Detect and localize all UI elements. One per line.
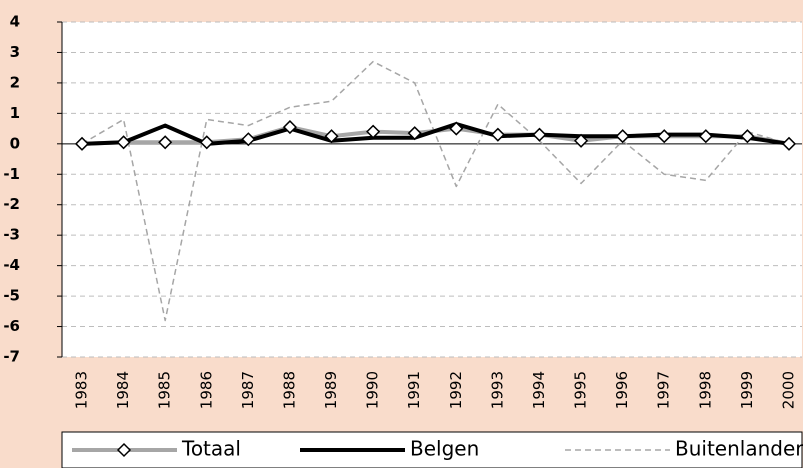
plot-area xyxy=(62,22,802,357)
y-tick-label: 4 xyxy=(10,13,20,31)
y-tick-label: -5 xyxy=(3,287,20,305)
marker xyxy=(573,133,589,148)
x-tick-label: 1988 xyxy=(280,371,298,409)
y-tick-label: 3 xyxy=(10,43,20,61)
x-tick-label: 1983 xyxy=(73,371,91,409)
x-tick-label: 1995 xyxy=(572,371,590,409)
marker xyxy=(366,124,381,139)
marker xyxy=(116,135,131,150)
x-tick-label: 1984 xyxy=(114,371,132,409)
y-tick-label: -6 xyxy=(3,317,20,335)
x-tick-label: 1997 xyxy=(655,371,673,409)
x-tick-label: 1998 xyxy=(696,371,714,409)
x-tick-label: 1992 xyxy=(447,371,465,409)
marker xyxy=(74,136,90,151)
x-tick-label: 1989 xyxy=(322,371,340,409)
marker xyxy=(449,121,464,136)
marker xyxy=(532,127,547,142)
x-tick-label: 1994 xyxy=(530,371,548,409)
y-tick-label: 0 xyxy=(10,134,20,152)
marker xyxy=(740,129,755,144)
marker xyxy=(324,129,339,144)
marker xyxy=(407,126,422,141)
legend-label: Totaal xyxy=(181,437,241,461)
marker xyxy=(781,136,797,151)
marker xyxy=(698,129,713,144)
marker xyxy=(615,129,630,144)
y-tick-label: -7 xyxy=(3,348,20,366)
legend-label: Buitenlanders xyxy=(675,437,803,461)
y-tick-label: -1 xyxy=(3,165,20,183)
y-tick-label: -4 xyxy=(3,256,20,274)
legend-marker xyxy=(116,442,132,458)
y-tick-label: 1 xyxy=(10,104,20,122)
x-tick-label: 1993 xyxy=(488,371,506,409)
y-tick-label: -3 xyxy=(3,226,20,244)
x-tick-label: 1999 xyxy=(738,371,756,409)
x-tick-label: 2000 xyxy=(780,371,798,409)
x-tick-label: 1986 xyxy=(197,371,215,409)
legend-label: Belgen xyxy=(410,437,479,461)
marker xyxy=(657,129,672,144)
series-line xyxy=(81,60,790,322)
marker xyxy=(282,120,298,135)
marker xyxy=(199,135,214,150)
x-tick-label: 1987 xyxy=(239,371,257,409)
x-tick-label: 1990 xyxy=(364,371,382,409)
y-tick-label: -2 xyxy=(3,195,20,213)
x-tick-label: 1991 xyxy=(405,371,423,409)
x-tick-label: 1996 xyxy=(613,371,631,409)
series-line xyxy=(81,122,790,146)
y-tick-label: 2 xyxy=(10,73,20,91)
marker xyxy=(158,135,173,150)
marker xyxy=(490,127,505,142)
legend xyxy=(61,431,803,468)
marker xyxy=(241,132,256,147)
x-tick-label: 1985 xyxy=(156,371,174,409)
